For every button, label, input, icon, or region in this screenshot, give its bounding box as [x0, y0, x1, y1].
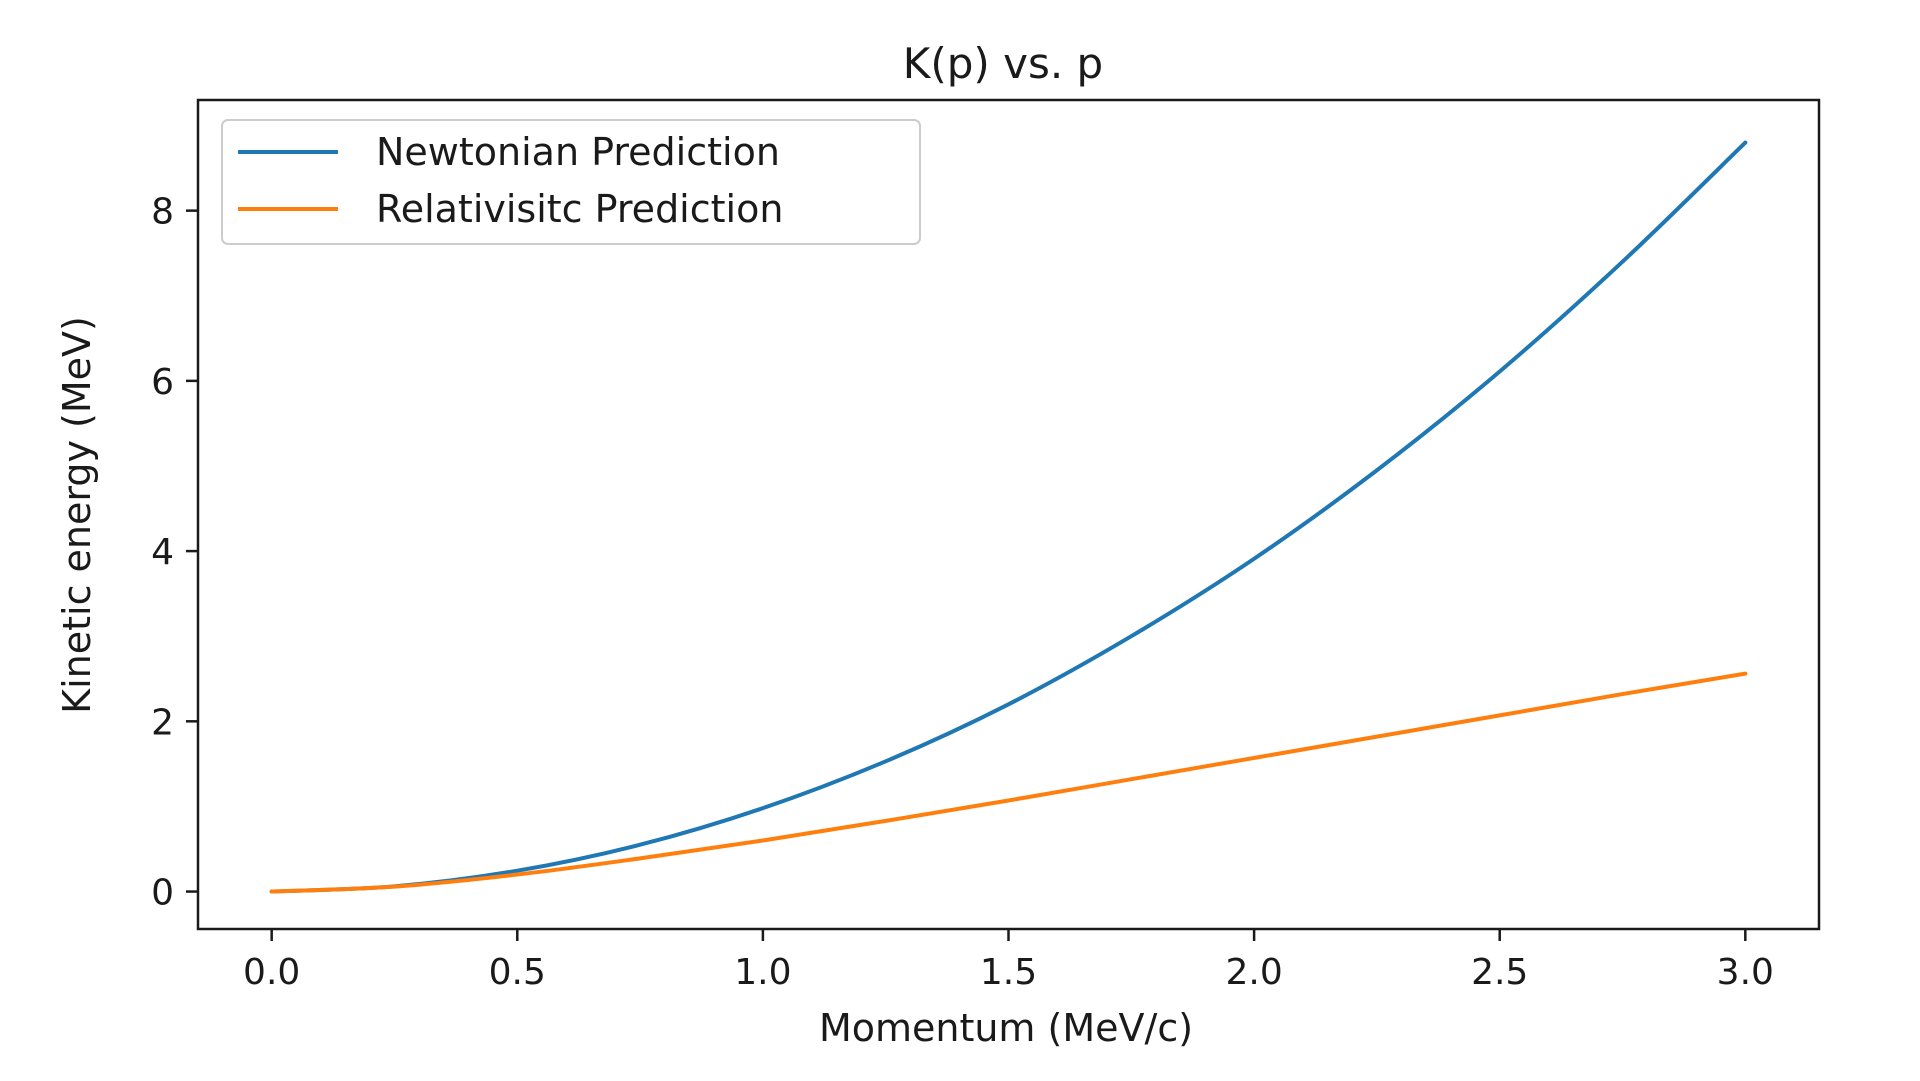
x-tick-label: 2.0 — [1225, 952, 1282, 993]
legend-label-newtonian: Newtonian Prediction — [376, 130, 780, 174]
legend-box — [221, 119, 921, 245]
series-line-newtonian — [269, 140, 1748, 894]
y-axis-ticks: 0 2 4 6 8 — [151, 192, 198, 914]
legend: Newtonian Prediction Relativisitc Predic… — [221, 119, 921, 245]
y-tick-label: 8 — [151, 192, 174, 233]
x-tick-label: 2.5 — [1471, 952, 1528, 993]
x-tick-label: 0.5 — [489, 952, 546, 993]
x-tick-label: 3.0 — [1717, 952, 1774, 993]
series-line-relativistic — [269, 671, 1748, 894]
y-tick-label: 4 — [151, 532, 174, 573]
chart-title: K(p) vs. p — [903, 39, 1103, 88]
x-axis-ticks: 0.0 0.5 1.0 1.5 2.0 2.5 3.0 — [243, 929, 1774, 993]
series-layer — [269, 140, 1748, 894]
legend-label-relativistic: Relativisitc Prediction — [376, 187, 783, 231]
y-axis-label: Kinetic energy (MeV) — [55, 316, 99, 714]
x-tick-label: 0.0 — [243, 952, 300, 993]
x-axis-label: Momentum (MeV/c) — [819, 1006, 1193, 1050]
y-tick-label: 6 — [151, 362, 174, 403]
y-tick-label: 2 — [151, 702, 174, 743]
y-tick-label: 0 — [151, 873, 174, 914]
x-tick-label: 1.0 — [734, 952, 791, 993]
x-tick-label: 1.5 — [980, 952, 1037, 993]
